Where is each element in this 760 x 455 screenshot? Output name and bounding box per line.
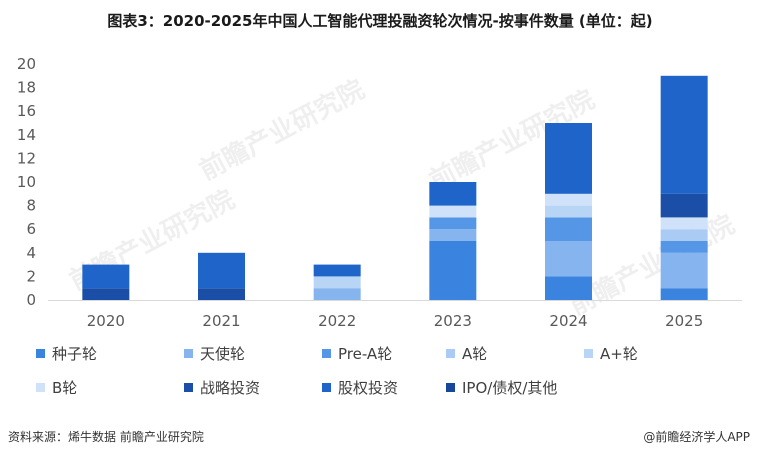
bar-segment <box>545 217 592 241</box>
bar-segment <box>545 205 592 218</box>
legend-item: 战略投资 <box>184 377 260 398</box>
legend-label: B轮 <box>52 379 78 397</box>
legend-swatch <box>322 383 331 392</box>
legend-swatch <box>36 349 45 358</box>
legend-item: A+轮 <box>584 343 638 364</box>
legend-label: 种子轮 <box>52 345 98 363</box>
legend-label: A+轮 <box>600 345 638 363</box>
y-tick-label: 0 <box>26 291 36 309</box>
bar-segment <box>313 288 361 300</box>
legend-label: 股权投资 <box>338 379 399 397</box>
bar-segment <box>429 217 477 230</box>
y-tick-label: 8 <box>26 197 36 215</box>
bar-segment <box>660 229 708 241</box>
bar-segment <box>545 276 592 300</box>
legend-item: 股权投资 <box>322 377 398 398</box>
bar-segment <box>429 182 477 206</box>
bar-segment <box>429 205 477 218</box>
legend-swatch <box>184 383 193 392</box>
legend-label: IPO/债权/其他 <box>462 379 558 397</box>
y-tick-label: 16 <box>17 102 36 120</box>
legend-item: IPO/债权/其他 <box>446 377 557 398</box>
bar-segment <box>82 264 130 289</box>
bar-segment <box>198 288 245 300</box>
bar-segment <box>660 193 708 218</box>
legend-swatch <box>322 349 331 358</box>
bar-segment <box>660 75 708 194</box>
legend-item: B轮 <box>36 377 77 398</box>
y-tick-label: 18 <box>17 79 36 97</box>
bar-segment <box>545 123 592 194</box>
legend-label: 战略投资 <box>200 379 261 397</box>
legend-swatch <box>446 349 455 358</box>
credit-note: @前瞻经济学人APP <box>643 430 750 444</box>
bar-segment <box>545 193 592 206</box>
x-tick-label: 2023 <box>434 312 472 330</box>
x-tick-label: 2020 <box>87 312 125 330</box>
bar-segment <box>429 241 477 300</box>
bar-segment <box>313 264 361 277</box>
legend-swatch <box>184 349 193 358</box>
x-tick-label: 2025 <box>665 312 703 330</box>
legend-label: 天使轮 <box>200 345 246 363</box>
bar-segment <box>82 288 130 300</box>
legend-item: 天使轮 <box>184 343 245 364</box>
legend-label: A轮 <box>462 345 488 363</box>
bar-segment <box>660 252 708 289</box>
bar-segment <box>198 252 245 289</box>
y-tick-label: 6 <box>26 220 36 238</box>
legend-item: Pre-A轮 <box>322 343 392 364</box>
y-tick-label: 12 <box>17 149 36 167</box>
bar-segment <box>660 288 708 300</box>
legend-swatch <box>584 349 593 358</box>
bar-segment <box>313 276 361 289</box>
y-tick-label: 20 <box>17 55 36 73</box>
bar-segment <box>660 217 708 230</box>
legend-item: A轮 <box>446 343 487 364</box>
legend-item: 种子轮 <box>36 343 97 364</box>
legend-swatch <box>446 383 455 392</box>
x-tick-label: 2022 <box>318 312 356 330</box>
x-tick-label: 2021 <box>202 312 240 330</box>
bar-segment <box>429 229 477 241</box>
y-tick-label: 2 <box>26 267 36 285</box>
bar-segment <box>545 241 592 277</box>
chart-title: 图表3：2020-2025年中国人工智能代理投融资轮次情况-按事件数量 (单位：… <box>107 12 653 30</box>
legend-label: Pre-A轮 <box>338 345 393 363</box>
y-tick-label: 14 <box>17 126 36 144</box>
y-tick-label: 4 <box>26 244 36 262</box>
legend-swatch <box>36 383 45 392</box>
y-tick-label: 10 <box>17 173 36 191</box>
bar-segment <box>660 241 708 253</box>
source-note: 资料来源：烯牛数据 前瞻产业研究院 <box>8 430 204 444</box>
x-tick-label: 2024 <box>549 312 587 330</box>
